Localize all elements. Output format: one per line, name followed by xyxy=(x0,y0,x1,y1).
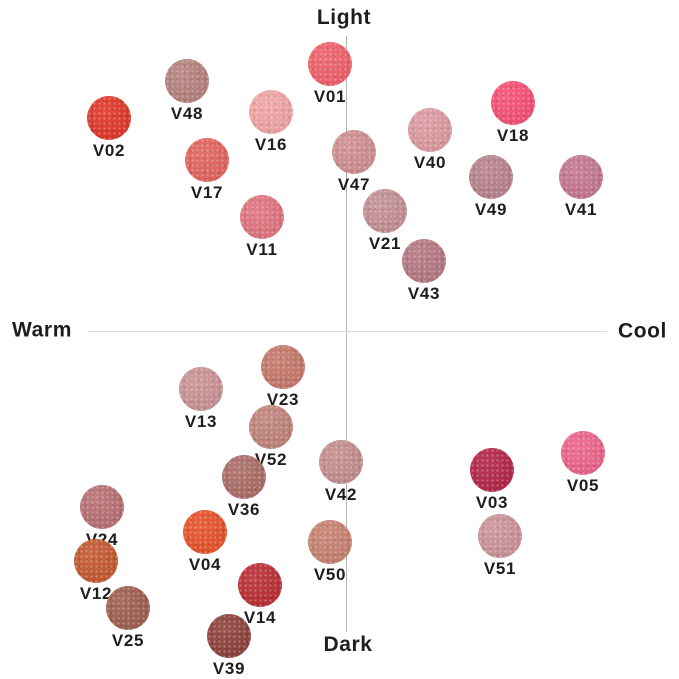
shade-label: V47 xyxy=(337,175,371,194)
shade-swatch-v52: V52 xyxy=(233,405,309,468)
shade-swatch-v17: V17 xyxy=(169,138,245,201)
shade-color-dot xyxy=(80,485,124,529)
shade-swatch-v02: V02 xyxy=(71,96,147,159)
shade-label: V41 xyxy=(564,200,598,219)
shade-swatch-v18: V18 xyxy=(475,81,551,144)
shade-label: V01 xyxy=(313,87,347,106)
shade-swatch-v49: V49 xyxy=(453,155,529,218)
shade-swatch-v25: V25 xyxy=(90,586,166,649)
shade-swatch-v04: V04 xyxy=(167,510,243,573)
shade-swatch-v05: V05 xyxy=(545,431,621,494)
shade-label: V40 xyxy=(413,153,447,172)
shade-swatch-v36: V36 xyxy=(206,455,282,518)
shade-swatch-v01: V01 xyxy=(292,42,368,105)
axis-label-warm: Warm xyxy=(12,318,72,342)
shade-label: V48 xyxy=(170,104,204,123)
shade-color-dot xyxy=(408,108,452,152)
shade-label: V21 xyxy=(368,234,402,253)
shade-label: V02 xyxy=(92,141,126,160)
shade-label: V11 xyxy=(246,240,278,259)
shade-label: V14 xyxy=(243,608,277,627)
shade-color-dot xyxy=(249,405,293,449)
shade-label: V51 xyxy=(483,559,517,578)
shade-color-dot xyxy=(470,448,514,492)
shade-swatch-v13: V13 xyxy=(163,367,239,430)
light-dark-axis-line xyxy=(346,36,347,632)
shade-swatch-v48: V48 xyxy=(149,59,225,122)
shade-swatch-v42: V42 xyxy=(303,440,379,503)
shade-label: V25 xyxy=(111,631,145,650)
shade-swatch-v21: V21 xyxy=(347,189,423,252)
shade-color-dot xyxy=(183,510,227,554)
shade-color-dot xyxy=(74,539,118,583)
shade-label: V04 xyxy=(188,555,222,574)
shade-label: V18 xyxy=(496,126,530,145)
shade-label: V03 xyxy=(475,493,509,512)
shade-color-dot xyxy=(240,195,284,239)
shade-color-dot xyxy=(249,90,293,134)
shade-swatch-v47: V47 xyxy=(316,130,392,193)
shade-color-dot xyxy=(561,431,605,475)
shade-swatch-v11: V11 xyxy=(224,195,300,258)
shade-label: V50 xyxy=(313,565,347,584)
shade-swatch-v23: V23 xyxy=(245,345,321,408)
shade-label: V05 xyxy=(566,476,600,495)
shade-color-dot xyxy=(165,59,209,103)
shade-color-dot xyxy=(332,130,376,174)
shade-label: V12 xyxy=(79,584,113,603)
shade-label: V16 xyxy=(254,135,288,154)
shade-swatch-v03: V03 xyxy=(454,448,530,511)
shade-color-dot xyxy=(469,155,513,199)
shade-color-dot xyxy=(222,455,266,499)
shade-label: V13 xyxy=(184,412,218,431)
shade-swatch-v14: V14 xyxy=(222,563,298,626)
shade-swatch-v43: V43 xyxy=(386,239,462,302)
shade-color-dot xyxy=(308,520,352,564)
shade-label: V43 xyxy=(407,284,441,303)
shade-swatch-v40: V40 xyxy=(392,108,468,171)
warm-cool-axis-line xyxy=(88,331,607,332)
shade-color-dot xyxy=(207,614,251,658)
shade-color-dot xyxy=(478,514,522,558)
axis-label-cool: Cool xyxy=(617,319,667,343)
shade-color-dot xyxy=(308,42,352,86)
shade-label: V17 xyxy=(190,183,224,202)
shade-swatch-v51: V51 xyxy=(462,514,538,577)
shade-color-dot xyxy=(106,586,150,630)
shade-color-dot xyxy=(238,563,282,607)
shade-color-dot xyxy=(363,189,407,233)
shade-swatch-v12: V12 xyxy=(58,539,134,602)
shade-color-dot xyxy=(402,239,446,283)
shade-color-dot xyxy=(261,345,305,389)
shade-color-dot xyxy=(179,367,223,411)
shade-swatch-v39: V39 xyxy=(191,614,267,677)
shade-color-dot xyxy=(559,155,603,199)
shade-color-dot xyxy=(185,138,229,182)
shade-label: V36 xyxy=(227,500,261,519)
shade-swatch-v41: V41 xyxy=(543,155,619,218)
shade-label: V23 xyxy=(266,390,300,409)
shade-label: V52 xyxy=(254,450,288,469)
shade-label: V49 xyxy=(474,200,508,219)
shade-label: V42 xyxy=(324,485,358,504)
shade-swatch-v16: V16 xyxy=(233,90,309,153)
axis-label-dark: Dark xyxy=(323,633,373,656)
shade-color-dot xyxy=(491,81,535,125)
axis-label-light: Light xyxy=(316,6,372,29)
shade-label: V39 xyxy=(212,659,246,678)
shade-color-dot xyxy=(319,440,363,484)
shade-color-dot xyxy=(87,96,131,140)
shade-swatch-v50: V50 xyxy=(292,520,368,583)
